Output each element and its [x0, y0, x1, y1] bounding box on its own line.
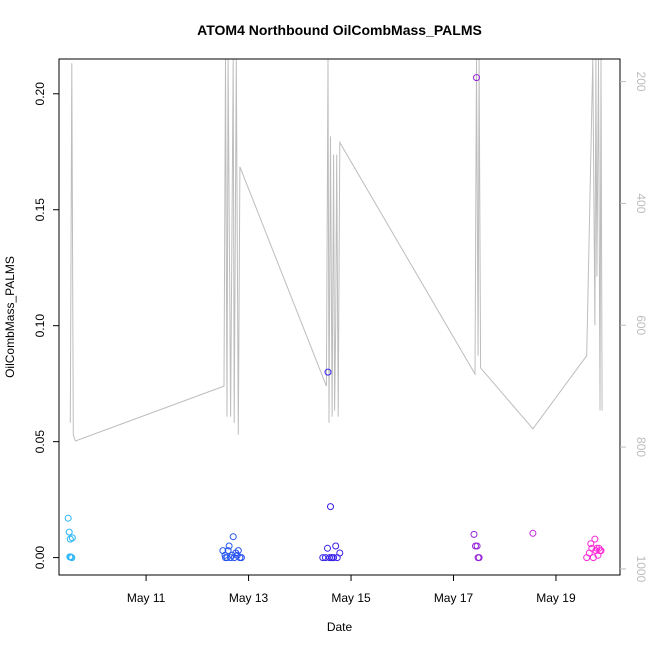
- axes: May 11 May 13 May 15 May 17 May 19 0.00 0.05 0.…: [33, 58, 648, 605]
- data-point: [229, 533, 237, 541]
- altitude-line: [69, 59, 603, 442]
- data-point: [597, 547, 605, 555]
- data-point: [473, 542, 481, 550]
- data-point: [225, 542, 233, 550]
- chart-title: ATOM4 Northbound OilCombMass_PALMS: [197, 22, 482, 38]
- y-tick-label: 0.20: [33, 82, 47, 106]
- data-point: [330, 554, 338, 562]
- data-point: [234, 547, 242, 555]
- data-point: [332, 542, 340, 550]
- data-point: [68, 534, 76, 542]
- data-point: [588, 544, 596, 552]
- data-point: [587, 540, 595, 548]
- data-point: [68, 554, 76, 562]
- data-point: [228, 551, 236, 559]
- y-tick-label: 0.15: [33, 198, 47, 222]
- y2-tick-label: 800: [634, 437, 648, 457]
- y-axis-label: OilCombMass_PALMS: [3, 256, 17, 378]
- y2-tick-label: 1000: [634, 556, 648, 583]
- y-tick-label: 0.10: [33, 314, 47, 338]
- data-point: [470, 530, 478, 538]
- data-point: [64, 514, 72, 522]
- y2-tick-label: 200: [634, 72, 648, 92]
- data-point: [529, 529, 537, 537]
- data-point: [336, 549, 344, 557]
- plot-frame: [58, 58, 621, 576]
- data-point: [591, 535, 599, 543]
- x-tick-label: May 19: [536, 591, 576, 605]
- x-axis-label: Date: [327, 620, 353, 634]
- x-tick-label: May 15: [331, 591, 371, 605]
- data-point: [237, 554, 245, 562]
- data-point: [319, 554, 327, 562]
- y2-tick-label: 400: [634, 193, 648, 213]
- data-point: [324, 368, 332, 376]
- data-point: [475, 554, 483, 562]
- x-tick-label: May 17: [434, 591, 474, 605]
- data-point: [324, 544, 331, 552]
- data-point: [326, 554, 333, 562]
- data-point: [65, 528, 73, 536]
- plot-area: [64, 59, 605, 562]
- y-tick-label: 0.05: [33, 430, 47, 454]
- x-tick-label: May 11: [127, 591, 166, 605]
- data-point: [224, 547, 232, 555]
- data-point: [327, 503, 334, 511]
- x-tick-label: May 13: [229, 591, 269, 605]
- y2-tick-label: 600: [634, 315, 648, 335]
- y-tick-label: 0.00: [33, 546, 47, 570]
- data-point: [222, 554, 229, 562]
- data-point: [473, 74, 480, 82]
- data-point: [328, 554, 336, 562]
